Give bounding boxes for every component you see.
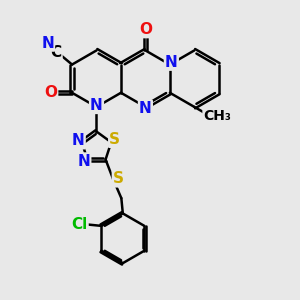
Text: CH₃: CH₃ [203, 109, 231, 123]
Text: C: C [50, 45, 62, 60]
Text: O: O [44, 85, 57, 100]
Text: O: O [139, 22, 152, 37]
Text: N: N [139, 101, 152, 116]
Text: N: N [72, 133, 85, 148]
Text: S: S [113, 171, 124, 186]
Text: N: N [77, 154, 90, 169]
Text: N: N [165, 55, 178, 70]
Text: Cl: Cl [71, 217, 88, 232]
Text: N: N [41, 35, 54, 50]
Text: N: N [90, 98, 103, 113]
Text: S: S [109, 132, 120, 147]
